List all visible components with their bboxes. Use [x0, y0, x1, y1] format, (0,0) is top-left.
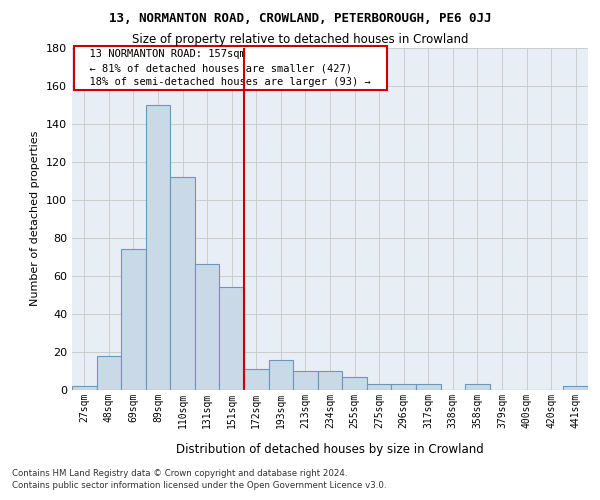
- Bar: [342, 376, 367, 390]
- Y-axis label: Number of detached properties: Number of detached properties: [31, 131, 40, 306]
- Text: 13 NORMANTON ROAD: 157sqm  
  ← 81% of detached houses are smaller (427)  
  18%: 13 NORMANTON ROAD: 157sqm ← 81% of detac…: [77, 49, 383, 87]
- Text: 13, NORMANTON ROAD, CROWLAND, PETERBOROUGH, PE6 0JJ: 13, NORMANTON ROAD, CROWLAND, PETERBOROU…: [109, 12, 491, 26]
- Text: Distribution of detached houses by size in Crowland: Distribution of detached houses by size …: [176, 442, 484, 456]
- Bar: [195, 264, 220, 390]
- Bar: [293, 371, 318, 390]
- Text: Contains public sector information licensed under the Open Government Licence v3: Contains public sector information licen…: [12, 481, 386, 490]
- Bar: [146, 104, 170, 390]
- Bar: [121, 249, 146, 390]
- Bar: [465, 384, 490, 390]
- Text: Contains HM Land Registry data © Crown copyright and database right 2024.: Contains HM Land Registry data © Crown c…: [12, 468, 347, 477]
- Text: Size of property relative to detached houses in Crowland: Size of property relative to detached ho…: [132, 32, 468, 46]
- Bar: [391, 384, 416, 390]
- Bar: [269, 360, 293, 390]
- Bar: [170, 177, 195, 390]
- Bar: [416, 384, 440, 390]
- Bar: [367, 384, 391, 390]
- Bar: [220, 287, 244, 390]
- Bar: [318, 371, 342, 390]
- Bar: [72, 386, 97, 390]
- Bar: [563, 386, 588, 390]
- Bar: [97, 356, 121, 390]
- Bar: [244, 369, 269, 390]
